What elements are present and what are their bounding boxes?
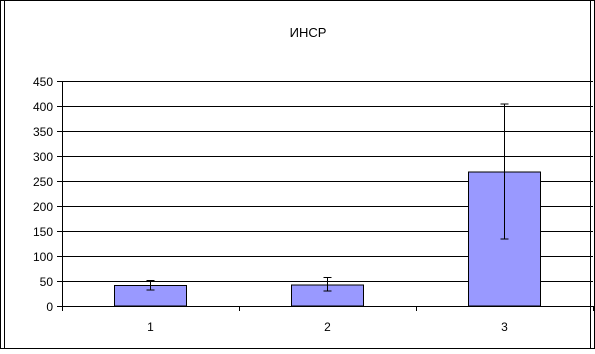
y-tick-label-0: 0: [46, 300, 53, 314]
y-tick-label-3: 150: [33, 225, 53, 239]
y-tick-label-9: 450: [33, 75, 53, 89]
x-tick-label-3: 3: [501, 320, 508, 334]
y-tick-label-6: 300: [33, 150, 53, 164]
y-tick-label-7: 350: [33, 125, 53, 139]
error-bar-3: [500, 103, 509, 240]
x-tick-label-1: 1: [147, 320, 154, 334]
axes: [62, 81, 593, 307]
y-tick-label-8: 400: [33, 100, 53, 114]
chart-title: ИНСР: [290, 25, 327, 40]
y-tick-label-4: 200: [33, 200, 53, 214]
error-bar-2: [323, 277, 332, 292]
error-bar-1: [146, 280, 155, 291]
y-tick-label-2: 100: [33, 250, 53, 264]
x-tick-label-2: 2: [324, 320, 331, 334]
x-axis-ticks: 1 2 3: [62, 306, 594, 334]
y-tick-label-1: 50: [40, 275, 54, 289]
y-axis-ticks: 0 50 100 150 200 250 300 350 400 450: [33, 75, 62, 314]
y-tick-label-5: 250: [33, 175, 53, 189]
error-bars: [146, 103, 509, 292]
